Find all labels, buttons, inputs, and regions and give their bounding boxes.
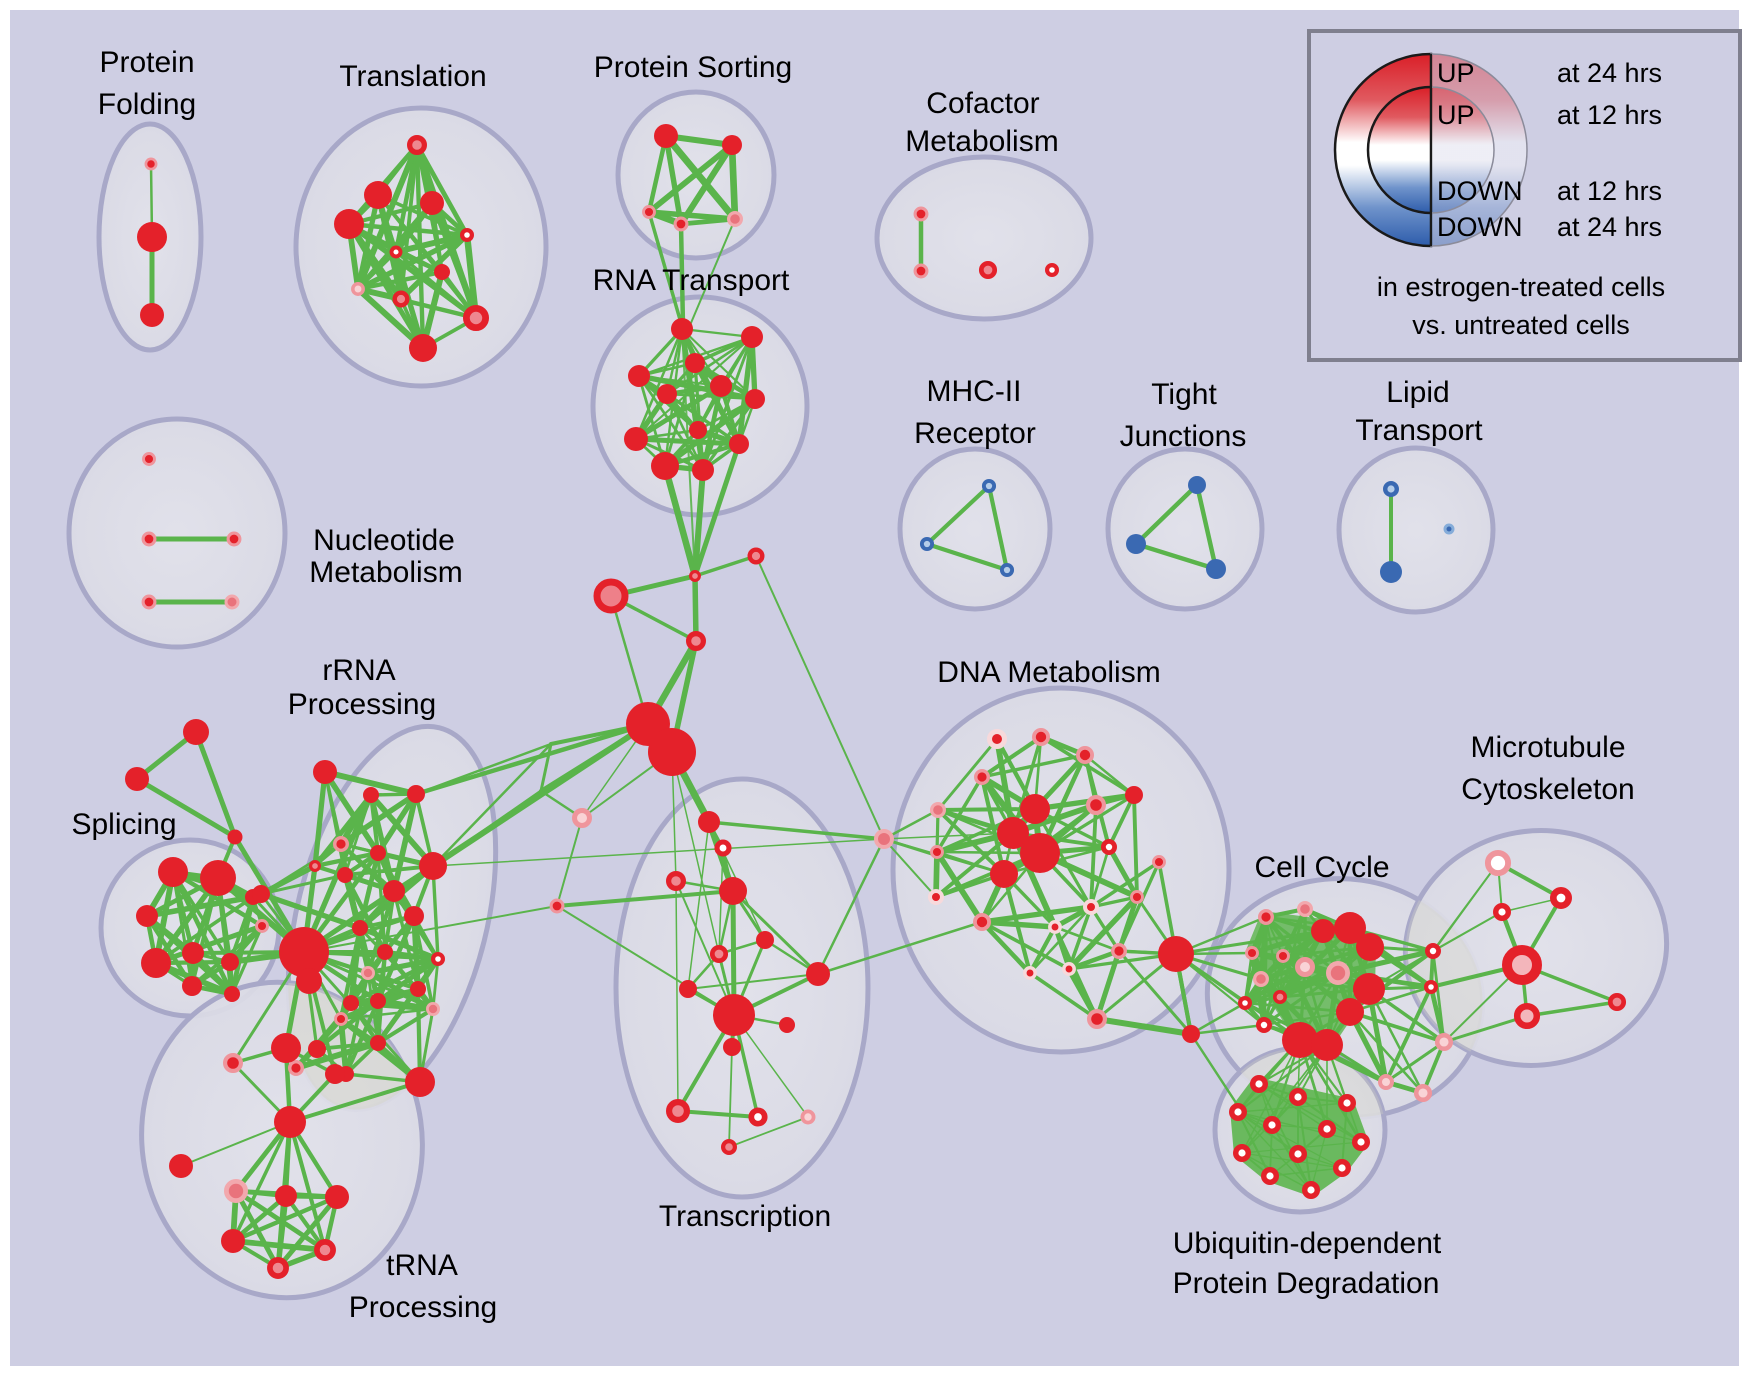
svg-text:UP: UP <box>1437 100 1475 130</box>
svg-text:DOWN: DOWN <box>1437 176 1522 206</box>
svg-text:Tight: Tight <box>1151 378 1217 411</box>
svg-text:Protein Degradation: Protein Degradation <box>1173 1267 1440 1300</box>
svg-text:at 12 hrs: at 12 hrs <box>1557 176 1662 206</box>
svg-text:at 24 hrs: at 24 hrs <box>1557 58 1662 88</box>
svg-text:MHC-II: MHC-II <box>927 375 1022 408</box>
svg-text:UP: UP <box>1437 58 1475 88</box>
svg-text:tRNA: tRNA <box>386 1249 458 1282</box>
svg-text:Processing: Processing <box>288 688 436 721</box>
svg-text:RNA Transport: RNA Transport <box>593 264 790 297</box>
svg-text:rRNA: rRNA <box>322 654 395 687</box>
svg-text:DNA Metabolism: DNA Metabolism <box>937 656 1160 689</box>
svg-text:Protein Sorting: Protein Sorting <box>594 51 792 84</box>
svg-text:Junctions: Junctions <box>1120 420 1247 453</box>
svg-text:in estrogen-treated cells: in estrogen-treated cells <box>1377 272 1665 302</box>
svg-text:Translation: Translation <box>339 60 486 93</box>
svg-text:Protein: Protein <box>99 46 194 79</box>
svg-text:Metabolism: Metabolism <box>905 125 1058 158</box>
svg-text:Transcription: Transcription <box>659 1200 831 1233</box>
svg-text:Splicing: Splicing <box>71 808 176 841</box>
svg-text:Processing: Processing <box>349 1291 497 1324</box>
svg-text:Ubiquitin-dependent: Ubiquitin-dependent <box>1173 1227 1442 1260</box>
svg-text:DOWN: DOWN <box>1437 212 1522 242</box>
svg-text:Cytoskeleton: Cytoskeleton <box>1461 773 1634 806</box>
svg-text:Cofactor: Cofactor <box>926 87 1039 120</box>
svg-text:Metabolism: Metabolism <box>309 556 462 589</box>
svg-text:Folding: Folding <box>98 88 196 121</box>
svg-text:Lipid: Lipid <box>1386 376 1449 409</box>
svg-text:at 24 hrs: at 24 hrs <box>1557 212 1662 242</box>
svg-text:Microtubule: Microtubule <box>1470 731 1625 764</box>
svg-text:at 12 hrs: at 12 hrs <box>1557 100 1662 130</box>
svg-text:Transport: Transport <box>1355 414 1483 447</box>
svg-text:Nucleotide: Nucleotide <box>313 524 455 557</box>
svg-text:vs. untreated cells: vs. untreated cells <box>1412 310 1630 340</box>
svg-text:Receptor: Receptor <box>914 417 1036 450</box>
svg-text:Cell Cycle: Cell Cycle <box>1254 851 1389 884</box>
